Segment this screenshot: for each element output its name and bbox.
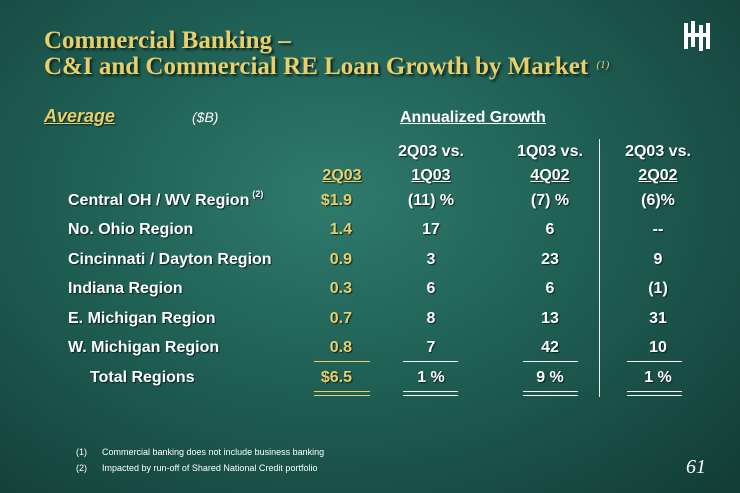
row-label: Central OH / WV Region (2) [68,189,264,209]
footnote-2: (2) Impacted by run-off of Shared Nationa… [76,463,318,473]
growth-vs-4q02: 42 [541,339,559,356]
average-heading: Average [44,106,116,126]
table-row: Central OH / WV Region (2) $1.9 (11) % (7… [0,189,740,214]
slide-title: Commercial Banking – C&I and Commercial … [44,28,609,80]
column-divider [599,139,600,397]
growth-vs-4q02: 13 [541,310,559,327]
growth-vs-1q03: (11) % [407,192,455,209]
column-header-line1 [312,140,372,164]
growth-vs-2q02: (6)% [641,192,675,209]
growth-vs-4q02: (7) % [530,192,570,209]
column-header-line2: 4Q02 [530,167,570,184]
table-row: Cincinnati / Dayton Region 0.9 3 23 9 [0,251,740,273]
column-header-line1: 1Q03 vs. [517,143,583,160]
total-underline [627,391,682,392]
total-underline [627,395,682,396]
title-footnote-ref: (1) [596,59,610,71]
growth-vs-2q02: -- [652,221,664,238]
table-row: W. Michigan Region 0.8 7 42 10 [0,339,740,361]
column-header-2q03: 2Q03 [312,140,372,188]
column-header-1q03-vs-4q02: 1Q03 vs. 4Q02 [505,140,595,188]
growth-vs-4q02: 6 [545,221,555,238]
row-label: W. Michigan Region [68,339,220,356]
growth-vs-4q02: 6 [545,280,555,297]
growth-vs-1q03: 3 [426,251,436,268]
row-label: Indiana Region [68,280,183,297]
column-header-2q03-vs-1q03: 2Q03 vs. 1Q03 [386,140,476,188]
growth-vs-2q02: 9 [653,251,663,268]
growth-vs-1q03: 8 [426,310,436,327]
value-2q03: 0.8 [329,339,352,356]
subtotal-line [523,361,578,362]
growth-vs-1q03: 6 [426,280,436,297]
total-underline [403,391,458,392]
value-2q03: 0.9 [329,251,352,268]
row-footnote-ref: (2) [252,189,264,199]
column-header-line2: 1Q03 [411,167,451,184]
total-underline [523,391,578,392]
column-header-line2: 2Q03 [322,167,362,184]
subtotal-line [403,361,458,362]
table-row: Indiana Region 0.3 6 6 (1) [0,280,740,302]
footnote-1: (1) Commercial banking does not include b… [76,447,325,457]
value-2q03: 0.3 [329,280,352,297]
growth-vs-1q03: 17 [422,221,440,238]
column-header-line2: 2Q02 [638,167,678,184]
column-header-line1: 2Q03 vs. [625,143,691,160]
total-underline [314,395,370,396]
total-underline [314,391,370,392]
units-label: ($B) [192,109,219,125]
total-row: Total Regions $6.5 1 % 9 % 1 % [0,369,740,391]
total-vs-1q03: 1 % [417,369,445,386]
page-number: 61 [686,456,706,478]
total-label: Total Regions [90,369,195,386]
row-label: Cincinnati / Dayton Region [68,251,272,268]
column-header-2q03-vs-2q02: 2Q03 vs. 2Q02 [613,140,703,188]
value-2q03: 1.4 [329,221,352,238]
row-label: No. Ohio Region [68,221,194,238]
annualized-growth-heading: Annualized Growth [400,109,546,126]
value-2q03: 0.7 [329,310,352,327]
total-vs-2q02: 1 % [644,369,672,386]
title-line-2: C&I and Commercial RE Loan Growth by Mar… [44,53,589,80]
table-row: E. Michigan Region 0.7 8 13 31 [0,310,740,332]
total-underline [403,395,458,396]
total-underline [523,395,578,396]
growth-vs-4q02: 23 [541,251,559,268]
value-2q03: $1.9 [320,192,352,209]
total-2q03: $6.5 [320,369,352,386]
title-line-1: Commercial Banking – [44,27,291,54]
total-vs-4q02: 9 % [536,369,564,386]
column-header-line1: 2Q03 vs. [398,143,464,160]
growth-vs-2q02: 10 [649,339,667,356]
subtotal-line [627,361,682,362]
company-logo-icon [684,21,710,51]
subtotal-line [314,361,370,362]
growth-vs-1q03: 7 [426,339,436,356]
growth-vs-2q02: (1) [648,280,668,297]
growth-vs-2q02: 31 [649,310,667,327]
table-row: No. Ohio Region 1.4 17 6 -- [0,221,740,243]
row-label: E. Michigan Region [68,310,216,327]
